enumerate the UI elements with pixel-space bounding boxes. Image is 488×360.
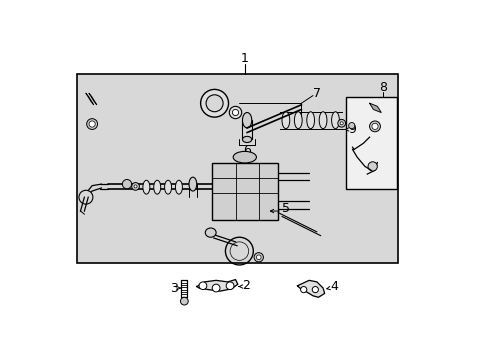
Polygon shape xyxy=(369,103,381,112)
Bar xyxy=(212,163,278,220)
Circle shape xyxy=(300,287,306,293)
Text: 9: 9 xyxy=(347,123,355,136)
Circle shape xyxy=(212,284,220,292)
Polygon shape xyxy=(297,280,324,297)
Circle shape xyxy=(311,287,318,293)
Circle shape xyxy=(122,180,131,189)
Circle shape xyxy=(229,106,241,119)
Text: 8: 8 xyxy=(378,81,386,94)
Circle shape xyxy=(254,253,263,262)
Circle shape xyxy=(200,89,228,117)
Ellipse shape xyxy=(331,112,339,129)
Circle shape xyxy=(226,282,233,289)
Circle shape xyxy=(337,120,345,127)
Text: 2: 2 xyxy=(241,279,249,292)
Ellipse shape xyxy=(242,136,251,143)
Ellipse shape xyxy=(153,180,161,194)
Ellipse shape xyxy=(142,180,149,194)
Circle shape xyxy=(134,185,137,188)
Ellipse shape xyxy=(294,112,302,129)
Polygon shape xyxy=(86,93,94,105)
Text: 5: 5 xyxy=(281,202,289,215)
Bar xyxy=(346,97,397,189)
Text: 7: 7 xyxy=(312,87,320,100)
Circle shape xyxy=(348,122,354,129)
Ellipse shape xyxy=(233,152,256,163)
Circle shape xyxy=(199,282,206,289)
Ellipse shape xyxy=(282,112,289,129)
Ellipse shape xyxy=(189,177,196,191)
Text: 1: 1 xyxy=(241,52,248,65)
Text: 4: 4 xyxy=(329,280,337,293)
Polygon shape xyxy=(196,280,237,291)
Bar xyxy=(77,74,397,263)
Bar xyxy=(77,74,397,263)
Circle shape xyxy=(232,109,238,116)
Circle shape xyxy=(371,123,377,130)
Ellipse shape xyxy=(205,228,216,237)
Circle shape xyxy=(340,122,343,125)
Circle shape xyxy=(86,119,97,130)
Ellipse shape xyxy=(306,112,314,129)
Circle shape xyxy=(205,95,223,112)
Circle shape xyxy=(369,121,380,132)
Ellipse shape xyxy=(242,112,251,128)
Circle shape xyxy=(89,121,95,127)
Text: 6: 6 xyxy=(243,144,250,157)
Ellipse shape xyxy=(319,112,326,129)
Circle shape xyxy=(180,297,188,305)
Ellipse shape xyxy=(164,180,171,194)
Text: 3: 3 xyxy=(170,282,178,294)
Circle shape xyxy=(131,183,139,190)
Polygon shape xyxy=(89,93,97,105)
Circle shape xyxy=(256,255,261,260)
Circle shape xyxy=(367,162,377,171)
Ellipse shape xyxy=(175,180,182,194)
Circle shape xyxy=(79,190,93,204)
